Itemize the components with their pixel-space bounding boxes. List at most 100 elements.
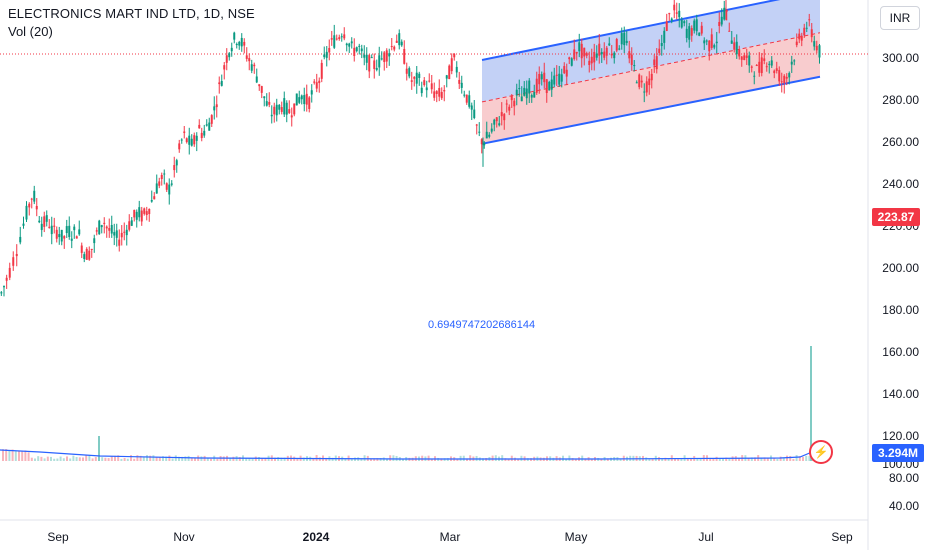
volume-bar: [776, 458, 779, 461]
candle-body: [498, 123, 501, 126]
volume-bar: [501, 455, 504, 461]
candle-body: [640, 80, 643, 83]
candle-body: [163, 173, 166, 175]
candle-body: [143, 208, 146, 214]
candle-body: [290, 115, 293, 118]
volume-bar: [261, 457, 264, 461]
candle-body: [408, 68, 411, 77]
volume-bar: [178, 456, 180, 461]
candle-body: [230, 47, 233, 52]
candle-body: [273, 106, 276, 115]
candle-body: [410, 80, 413, 82]
candle-body: [305, 93, 308, 105]
volume-bar: [206, 458, 209, 461]
volume-bar: [494, 455, 497, 461]
candle-body: [313, 81, 316, 83]
lightning-icon[interactable]: ⚡: [809, 440, 833, 464]
candle-body: [158, 181, 161, 186]
candle-body: [338, 37, 341, 40]
volume-bar: [584, 458, 587, 461]
candle-body: [385, 50, 388, 62]
candle-body: [553, 75, 556, 85]
volume-bar: [123, 457, 126, 461]
candle-body: [758, 61, 761, 73]
volume-bar: [574, 458, 577, 461]
candle-body: [283, 98, 286, 115]
candle-body: [515, 89, 518, 96]
volume-bar: [2, 449, 4, 461]
candle-body: [245, 55, 248, 59]
price-tick-label: 80.00: [889, 471, 919, 485]
time-tick-label: 2024: [303, 530, 330, 544]
volume-bar: [98, 436, 100, 461]
candle-body: [415, 72, 418, 84]
currency-button[interactable]: INR: [880, 6, 920, 30]
channel-label: 0.6949747202686144: [428, 319, 535, 331]
candle-body: [668, 13, 671, 15]
candle-body: [620, 33, 623, 45]
candle-body: [218, 82, 221, 85]
volume-bar: [91, 458, 94, 461]
volume-bar: [686, 458, 689, 461]
candle-body: [588, 60, 591, 66]
candle-body: [680, 19, 683, 28]
candle-body: [753, 75, 756, 77]
candle-body: [405, 68, 408, 74]
volume-bar: [56, 458, 59, 461]
candle-body: [473, 109, 476, 118]
candle-body: [463, 94, 466, 96]
candle-body: [693, 20, 696, 31]
volume-bar: [805, 455, 808, 461]
candle-body: [608, 43, 611, 46]
volume-bar: [296, 458, 299, 461]
candle-body: [695, 19, 698, 32]
volume-bar: [795, 455, 798, 461]
candle-body: [660, 43, 663, 47]
volume-bar: [210, 458, 212, 461]
candle-body: [83, 254, 86, 260]
candle-body: [815, 45, 818, 51]
volume-bar: [232, 456, 235, 461]
candle-body: [745, 55, 748, 58]
candle-body: [115, 230, 118, 238]
candle-body: [480, 139, 483, 145]
volume-bar: [712, 458, 715, 461]
volume-bar: [738, 457, 740, 461]
candle-body: [123, 231, 126, 233]
candle-body: [583, 47, 586, 57]
candle-body: [655, 56, 658, 70]
volume-bar: [245, 458, 248, 461]
volume-bar: [565, 458, 568, 461]
candle-body: [625, 40, 628, 43]
candle-body: [345, 43, 348, 46]
candle-body: [633, 64, 636, 67]
candle-body: [178, 143, 181, 150]
symbol-title[interactable]: ELECTRONICS MART IND LTD, 1D, NSE: [8, 6, 255, 21]
candle-body: [133, 209, 136, 218]
volume-bar: [389, 455, 392, 461]
volume-indicator-label[interactable]: Vol (20): [8, 24, 53, 39]
candle-body: [265, 101, 268, 106]
candle-body: [38, 220, 41, 223]
candle-body: [25, 205, 28, 220]
candle-body: [670, 18, 673, 21]
volume-bar: [456, 458, 459, 461]
candle-body: [303, 95, 306, 105]
volume-bar: [379, 458, 382, 461]
volume-bar: [443, 458, 446, 461]
price-tick-label: 140.00: [882, 387, 919, 401]
volume-bar: [376, 458, 379, 461]
candle-body: [325, 51, 328, 58]
candle-body: [235, 43, 238, 46]
candle-body: [635, 82, 638, 84]
volume-bar: [14, 451, 17, 461]
candle-body: [778, 70, 781, 82]
volume-bar: [680, 458, 683, 461]
candle-body: [258, 84, 261, 87]
volume-bar: [110, 456, 113, 461]
candle-body: [638, 74, 641, 88]
candle-body: [420, 87, 423, 94]
candle-body: [565, 69, 568, 77]
candle-body: [208, 122, 211, 131]
